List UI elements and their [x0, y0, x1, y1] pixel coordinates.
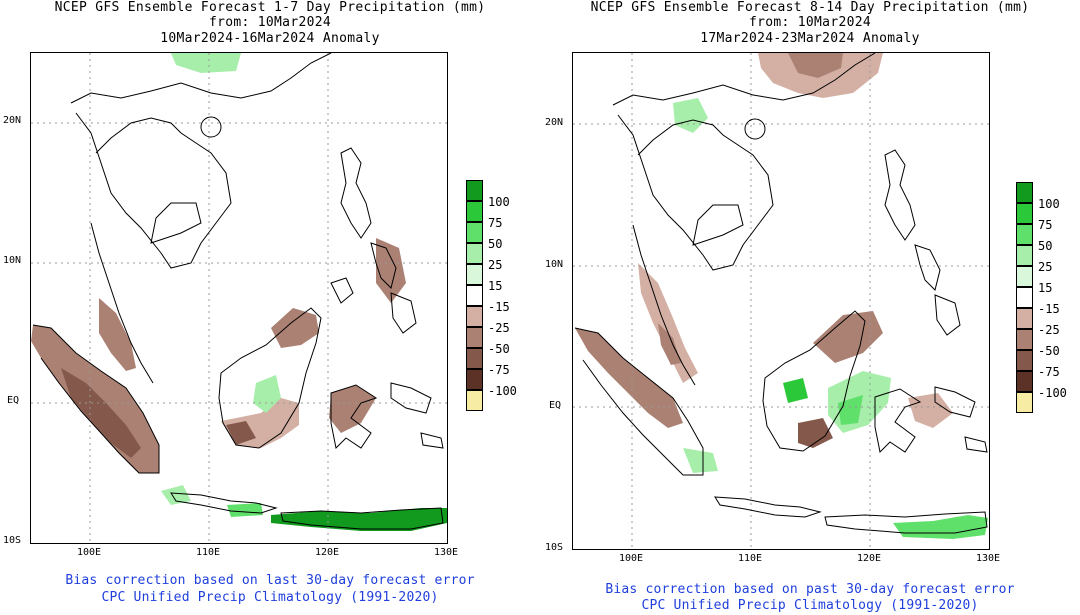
- anomaly-sumatra: [575, 328, 683, 428]
- footer-note: Bias correction based on last 30-day for…: [65, 573, 475, 588]
- legend-swatch: [1016, 329, 1033, 350]
- ytick-10s: 10S: [3, 535, 22, 546]
- precip-map: [30, 52, 448, 544]
- legend-level: -75: [488, 363, 510, 377]
- chart-title: NCEP GFS Ensemble Forecast 1-7 Day Preci…: [54, 0, 486, 15]
- legend-swatch: [1016, 350, 1033, 371]
- anomaly-malay: [638, 263, 698, 383]
- chart-period: 17Mar2024-23Mar2024 Anomaly: [700, 31, 920, 46]
- legend-swatch: [1016, 245, 1033, 266]
- legend-level: 15: [1038, 281, 1053, 295]
- legend-level: -25: [488, 321, 510, 335]
- legend-swatch: [466, 348, 483, 369]
- legend-level: -15: [1038, 302, 1060, 316]
- anomaly-nusa-green: [893, 515, 988, 539]
- footer-note: CPC Unified Precip Climatology (1991-202…: [101, 590, 439, 605]
- legend-level: -50: [1038, 344, 1060, 358]
- legend-level: 75: [1038, 218, 1053, 232]
- anomaly-fields: [31, 53, 447, 531]
- legend-level: -100: [1038, 386, 1067, 400]
- legend-swatch: [1016, 371, 1033, 392]
- chart-period: 10Mar2024-16Mar2024 Anomaly: [160, 31, 380, 46]
- legend-level: 100: [488, 195, 510, 209]
- chart-title: NCEP GFS Ensemble Forecast 8-14 Day Prec…: [590, 0, 1030, 15]
- legend-swatch: [466, 222, 483, 243]
- legend-swatch: [466, 264, 483, 285]
- xtick-130e: 130E: [433, 547, 459, 558]
- ytick-eq: EQ: [7, 395, 20, 406]
- legend-level: 15: [488, 279, 503, 293]
- anomaly-borneo-west: [783, 378, 808, 403]
- xtick-120e: 120E: [856, 553, 882, 564]
- legend-level: -25: [1038, 323, 1060, 337]
- anomaly-malay: [99, 298, 136, 371]
- legend-swatch: [1016, 287, 1033, 308]
- gridlines: [573, 53, 989, 549]
- legend-swatch: [466, 285, 483, 306]
- legend-swatch: [1016, 224, 1033, 245]
- chart-subtitle: from: 10Mar2024: [749, 15, 871, 30]
- ytick-eq: EQ: [549, 400, 562, 411]
- legend-level: -50: [488, 342, 510, 356]
- panel-week2: NCEP GFS Ensemble Forecast 8-14 Day Prec…: [540, 0, 1080, 615]
- xtick-120e: 120E: [314, 547, 340, 558]
- anomaly-china-core: [788, 53, 843, 78]
- legend-level: -100: [488, 384, 517, 398]
- legend-level: 25: [1038, 260, 1053, 274]
- legend-swatch: [466, 243, 483, 264]
- legend-swatch: [466, 327, 483, 348]
- anomaly-java-green: [161, 485, 191, 505]
- chart-subtitle: from: 10Mar2024: [209, 15, 331, 30]
- legend-level: 100: [1038, 197, 1060, 211]
- anomaly-java-green: [683, 448, 718, 473]
- legend-level: -75: [1038, 365, 1060, 379]
- anomaly-sumatra-core: [61, 368, 141, 458]
- legend-swatch: [1016, 266, 1033, 287]
- anomaly-nusa-light: [227, 503, 263, 517]
- legend-level: 75: [488, 216, 503, 230]
- legend-swatch: [466, 369, 483, 390]
- ytick-20n: 20N: [3, 115, 22, 126]
- legend-level: 50: [488, 237, 503, 251]
- xtick-130e: 130E: [975, 553, 1001, 564]
- ytick-20n: 20N: [545, 117, 564, 128]
- anomaly-borneo-dark: [226, 421, 256, 445]
- precip-map-canvas: [573, 53, 989, 549]
- legend-level: 25: [488, 258, 503, 272]
- legend-level: 50: [1038, 239, 1053, 253]
- precip-map-canvas: [31, 53, 447, 543]
- anomaly-borneo-north: [271, 308, 319, 348]
- coastlines: [574, 53, 988, 534]
- legend-swatch: [1016, 182, 1033, 203]
- legend-level: -15: [488, 300, 510, 314]
- xtick-110e: 110E: [737, 553, 763, 564]
- anomaly-malay-dark: [658, 323, 681, 365]
- gridlines: [31, 53, 447, 543]
- ytick-10n: 10N: [3, 255, 22, 266]
- ytick-10s: 10S: [545, 542, 564, 553]
- anomaly-sulawesi: [329, 385, 376, 433]
- xtick-100e: 100E: [76, 547, 102, 558]
- footer-note: Bias correction based on past 30-day for…: [605, 582, 1015, 597]
- legend-swatch: [466, 390, 483, 411]
- legend-swatch: [1016, 203, 1033, 224]
- anomaly-north-green: [171, 53, 241, 73]
- legend-swatch: [466, 306, 483, 327]
- panel-week1: NCEP GFS Ensemble Forecast 1-7 Day Preci…: [3, 0, 517, 605]
- xtick-100e: 100E: [618, 553, 644, 564]
- precip-map: [572, 52, 990, 550]
- legend-swatch: [466, 180, 483, 201]
- anomaly-fields: [575, 53, 988, 539]
- ytick-10n: 10N: [545, 259, 564, 270]
- anomaly-borneo-south: [798, 418, 833, 448]
- coastlines: [32, 53, 444, 530]
- legend-swatch: [466, 201, 483, 222]
- anomaly-philippines: [376, 238, 406, 303]
- footer-note: CPC Unified Precip Climatology (1991-202…: [641, 598, 979, 613]
- xtick-110e: 110E: [195, 547, 221, 558]
- legend-swatch: [1016, 392, 1033, 413]
- legend-swatch: [1016, 308, 1033, 329]
- anomaly-borneo-north: [813, 311, 883, 363]
- anomaly-laos-green: [673, 98, 708, 133]
